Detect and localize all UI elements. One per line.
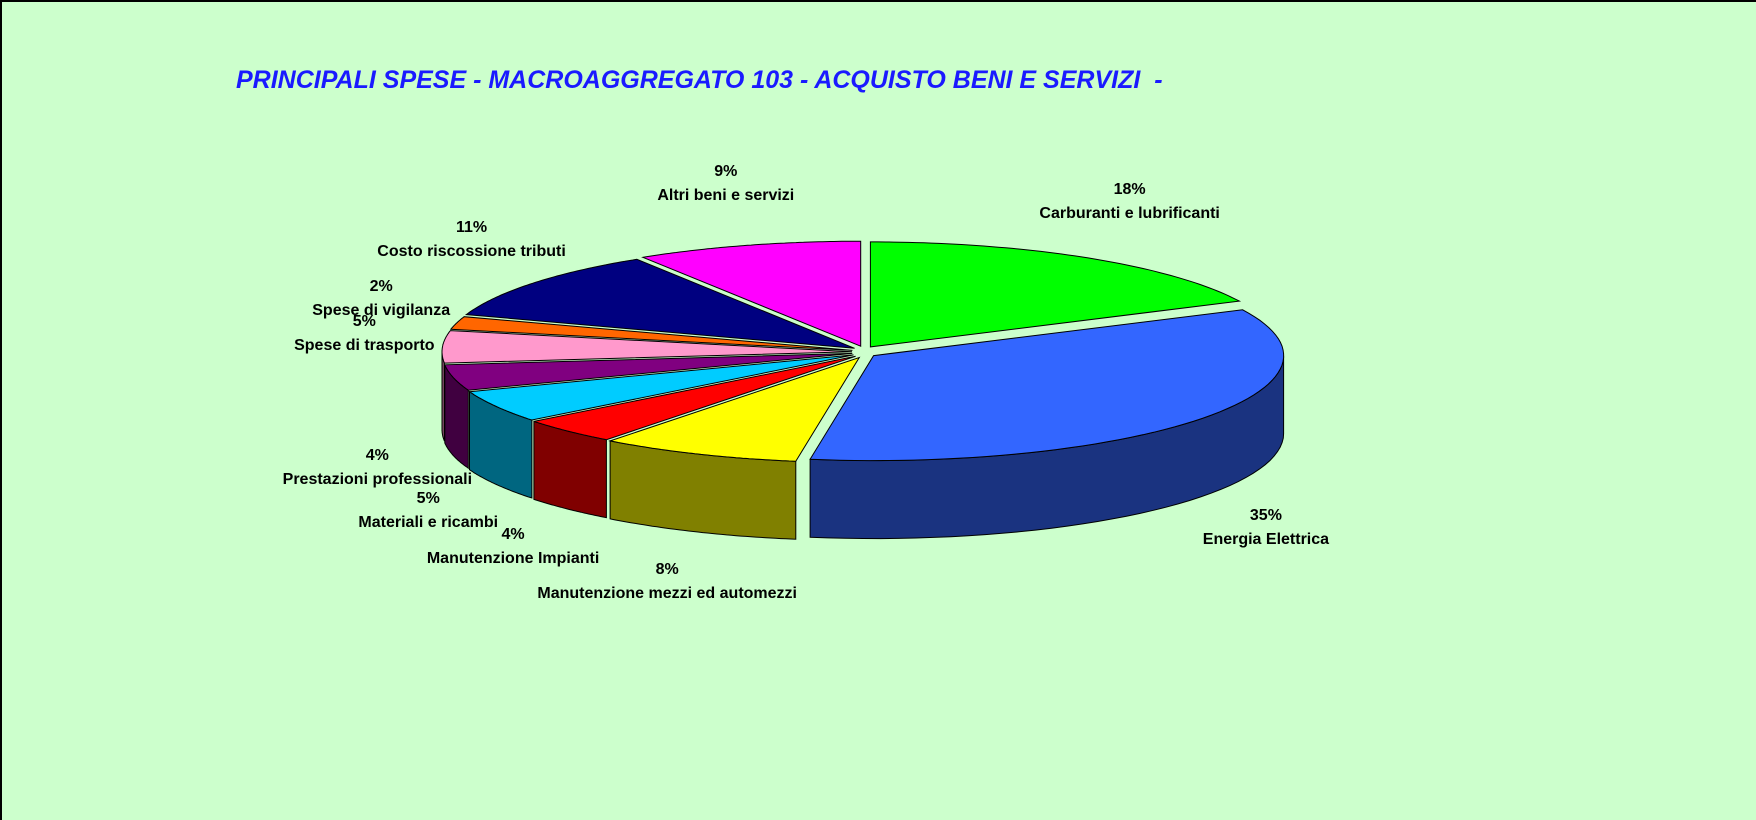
pie-slice (441, 330, 853, 364)
data-label: 35% Energia Elettrica (1203, 504, 1329, 552)
legend-label: Manutenzione Impianti (426, 550, 600, 568)
value-label: 11% (455, 218, 488, 236)
value-label: 18% (1113, 181, 1146, 199)
pie-slice (533, 355, 856, 441)
legend-label: Spese di vigilanza (312, 301, 451, 319)
data-label: 4% Manutenzione Impianti (427, 523, 599, 571)
legend-label: Energia Elettrica (1202, 531, 1330, 549)
data-label: 9% Altri beni e servizi (657, 160, 794, 208)
legend-label: Manutenzione mezzi ed automezzi (537, 584, 797, 602)
pie-slice (464, 258, 855, 349)
pie-slice (641, 240, 862, 347)
pie-slice (468, 354, 854, 421)
value-label: 35% (1249, 507, 1282, 525)
value-label: 9% (714, 162, 738, 180)
data-label: 8% Manutenzione mezzi ed automezzi (537, 558, 797, 606)
slice-side (441, 351, 445, 442)
pie-slice (809, 309, 1285, 462)
data-label: 5% Materiali e ricambi (358, 487, 498, 535)
value-label: 5% (352, 313, 376, 331)
chart-title: PRINCIPALI SPESE - MACROAGGREGATO 103 - … (236, 66, 1163, 94)
data-label: 18% Carburanti e lubrificanti (1039, 178, 1219, 226)
pie-slice (450, 316, 853, 351)
legend-label: Costo riscossione tributi (377, 242, 566, 260)
value-label: 2% (369, 277, 393, 295)
value-label: 5% (416, 489, 440, 507)
legend-label: Altri beni e servizi (657, 186, 795, 204)
data-label: 4% Prestazioni professionali (283, 444, 472, 492)
legend-label: Spese di trasporto (294, 337, 435, 355)
data-label: 2% Spese di vigilanza (312, 275, 450, 323)
pie-slice (444, 352, 853, 391)
legend-label: Prestazioni professionali (282, 471, 473, 489)
pie-slice (608, 356, 861, 462)
value-label: 4% (501, 526, 525, 544)
pie-slice (869, 241, 1242, 348)
data-label: 5% Spese di trasporto (294, 310, 434, 358)
legend-label: Carburanti e lubrificanti (1039, 205, 1220, 223)
legend-label: Materiali e ricambi (358, 513, 499, 531)
value-label: 4% (365, 447, 389, 465)
data-label: 11% Costo riscossione tributi (377, 216, 565, 264)
value-label: 8% (655, 560, 679, 578)
